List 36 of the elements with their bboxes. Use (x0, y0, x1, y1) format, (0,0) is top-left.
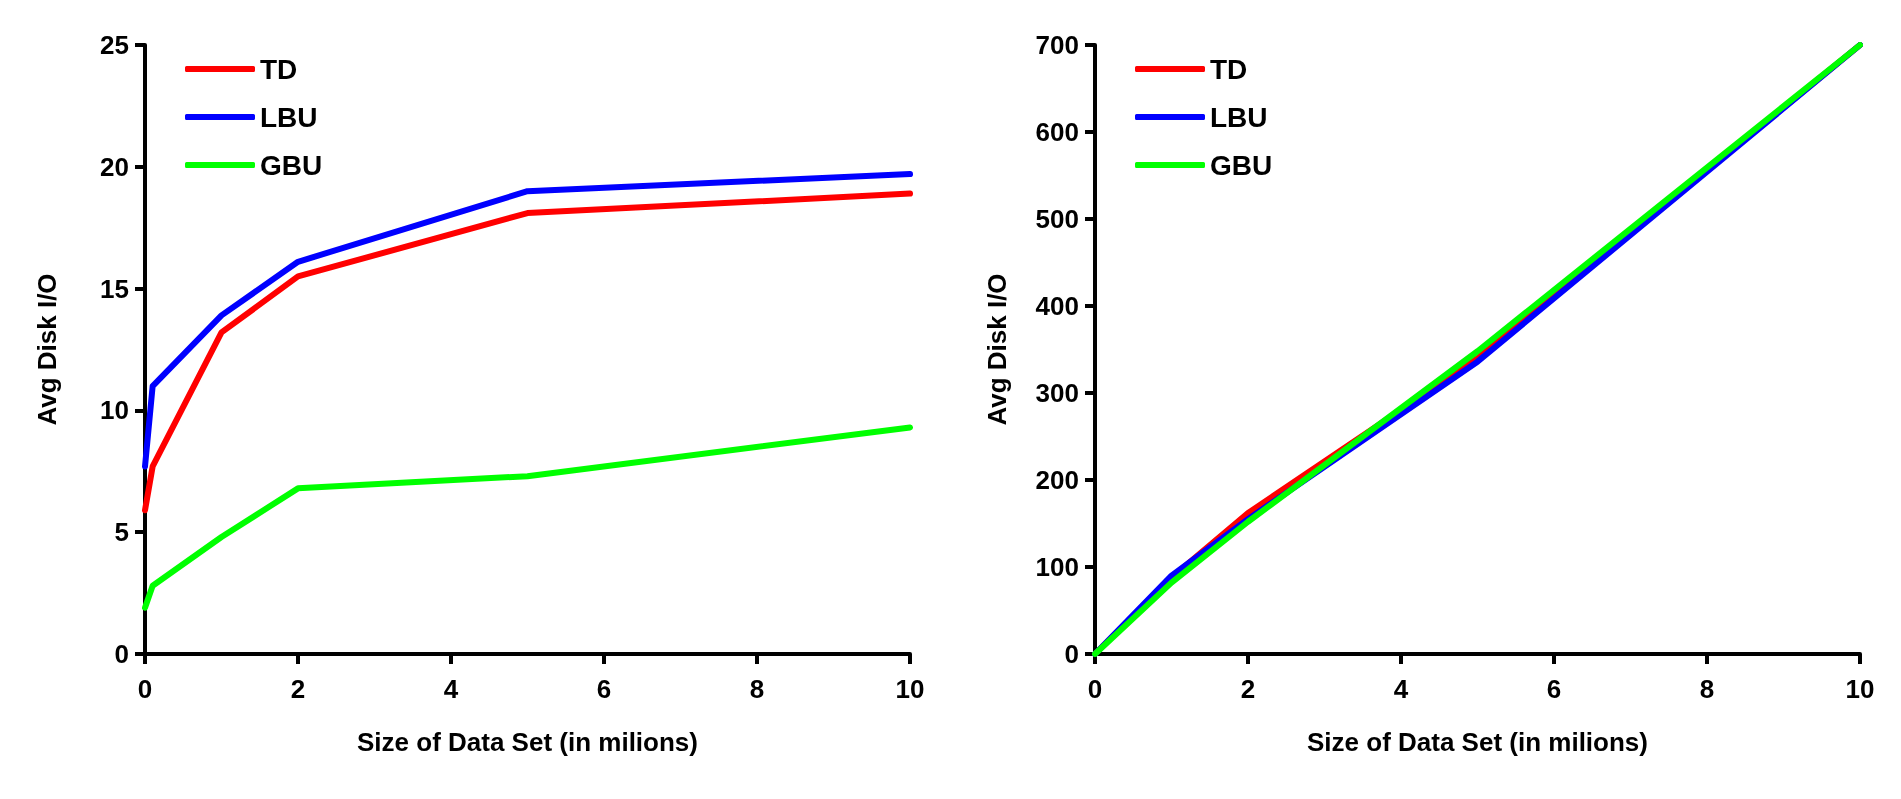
y-tick-label: 500 (1035, 204, 1079, 234)
y-tick-label: 200 (1035, 465, 1079, 495)
y-tick-label: 700 (1035, 30, 1079, 60)
x-axis-title: Size of Data Set (in milions) (357, 727, 698, 757)
x-tick-label: 2 (1240, 674, 1256, 704)
legend-label: TD (260, 53, 298, 85)
legend-label: LBU (260, 101, 318, 133)
x-tick-label: 6 (596, 674, 612, 704)
x-tick-label: 8 (749, 674, 765, 704)
legend-label: GBU (260, 149, 323, 181)
x-tick-label: 2 (290, 674, 306, 704)
y-tick-label: 15 (100, 273, 129, 304)
y-axis-title: Avg Disk I/O (32, 273, 62, 426)
x-axis-title: Size of Data Set (in milions) (1307, 727, 1648, 757)
y-tick-label: 0 (1064, 639, 1079, 669)
legend-label: TD (1210, 53, 1248, 85)
legend-label: LBU (1210, 101, 1268, 133)
x-tick-label: 8 (1699, 674, 1715, 704)
y-tick-label: 20 (100, 151, 129, 182)
x-tick-label: 0 (137, 674, 153, 704)
x-tick-label: 4 (1393, 674, 1409, 704)
y-tick-label: 100 (1035, 552, 1079, 582)
y-tick-label: 25 (100, 30, 129, 60)
x-tick-label: 0 (1087, 674, 1103, 704)
y-tick-label: 400 (1035, 291, 1079, 321)
x-tick-label: 10 (1845, 674, 1875, 704)
y-tick-label: 10 (100, 395, 129, 426)
legend-label: GBU (1210, 149, 1273, 181)
y-tick-label: 5 (114, 517, 129, 548)
y-axis-title: Avg Disk I/O (982, 273, 1012, 426)
x-tick-label: 4 (443, 674, 459, 704)
y-tick-label: 300 (1035, 378, 1079, 408)
y-tick-label: 0 (114, 639, 129, 669)
x-tick-label: 10 (895, 674, 925, 704)
x-tick-label: 6 (1546, 674, 1562, 704)
y-tick-label: 600 (1035, 117, 1079, 147)
